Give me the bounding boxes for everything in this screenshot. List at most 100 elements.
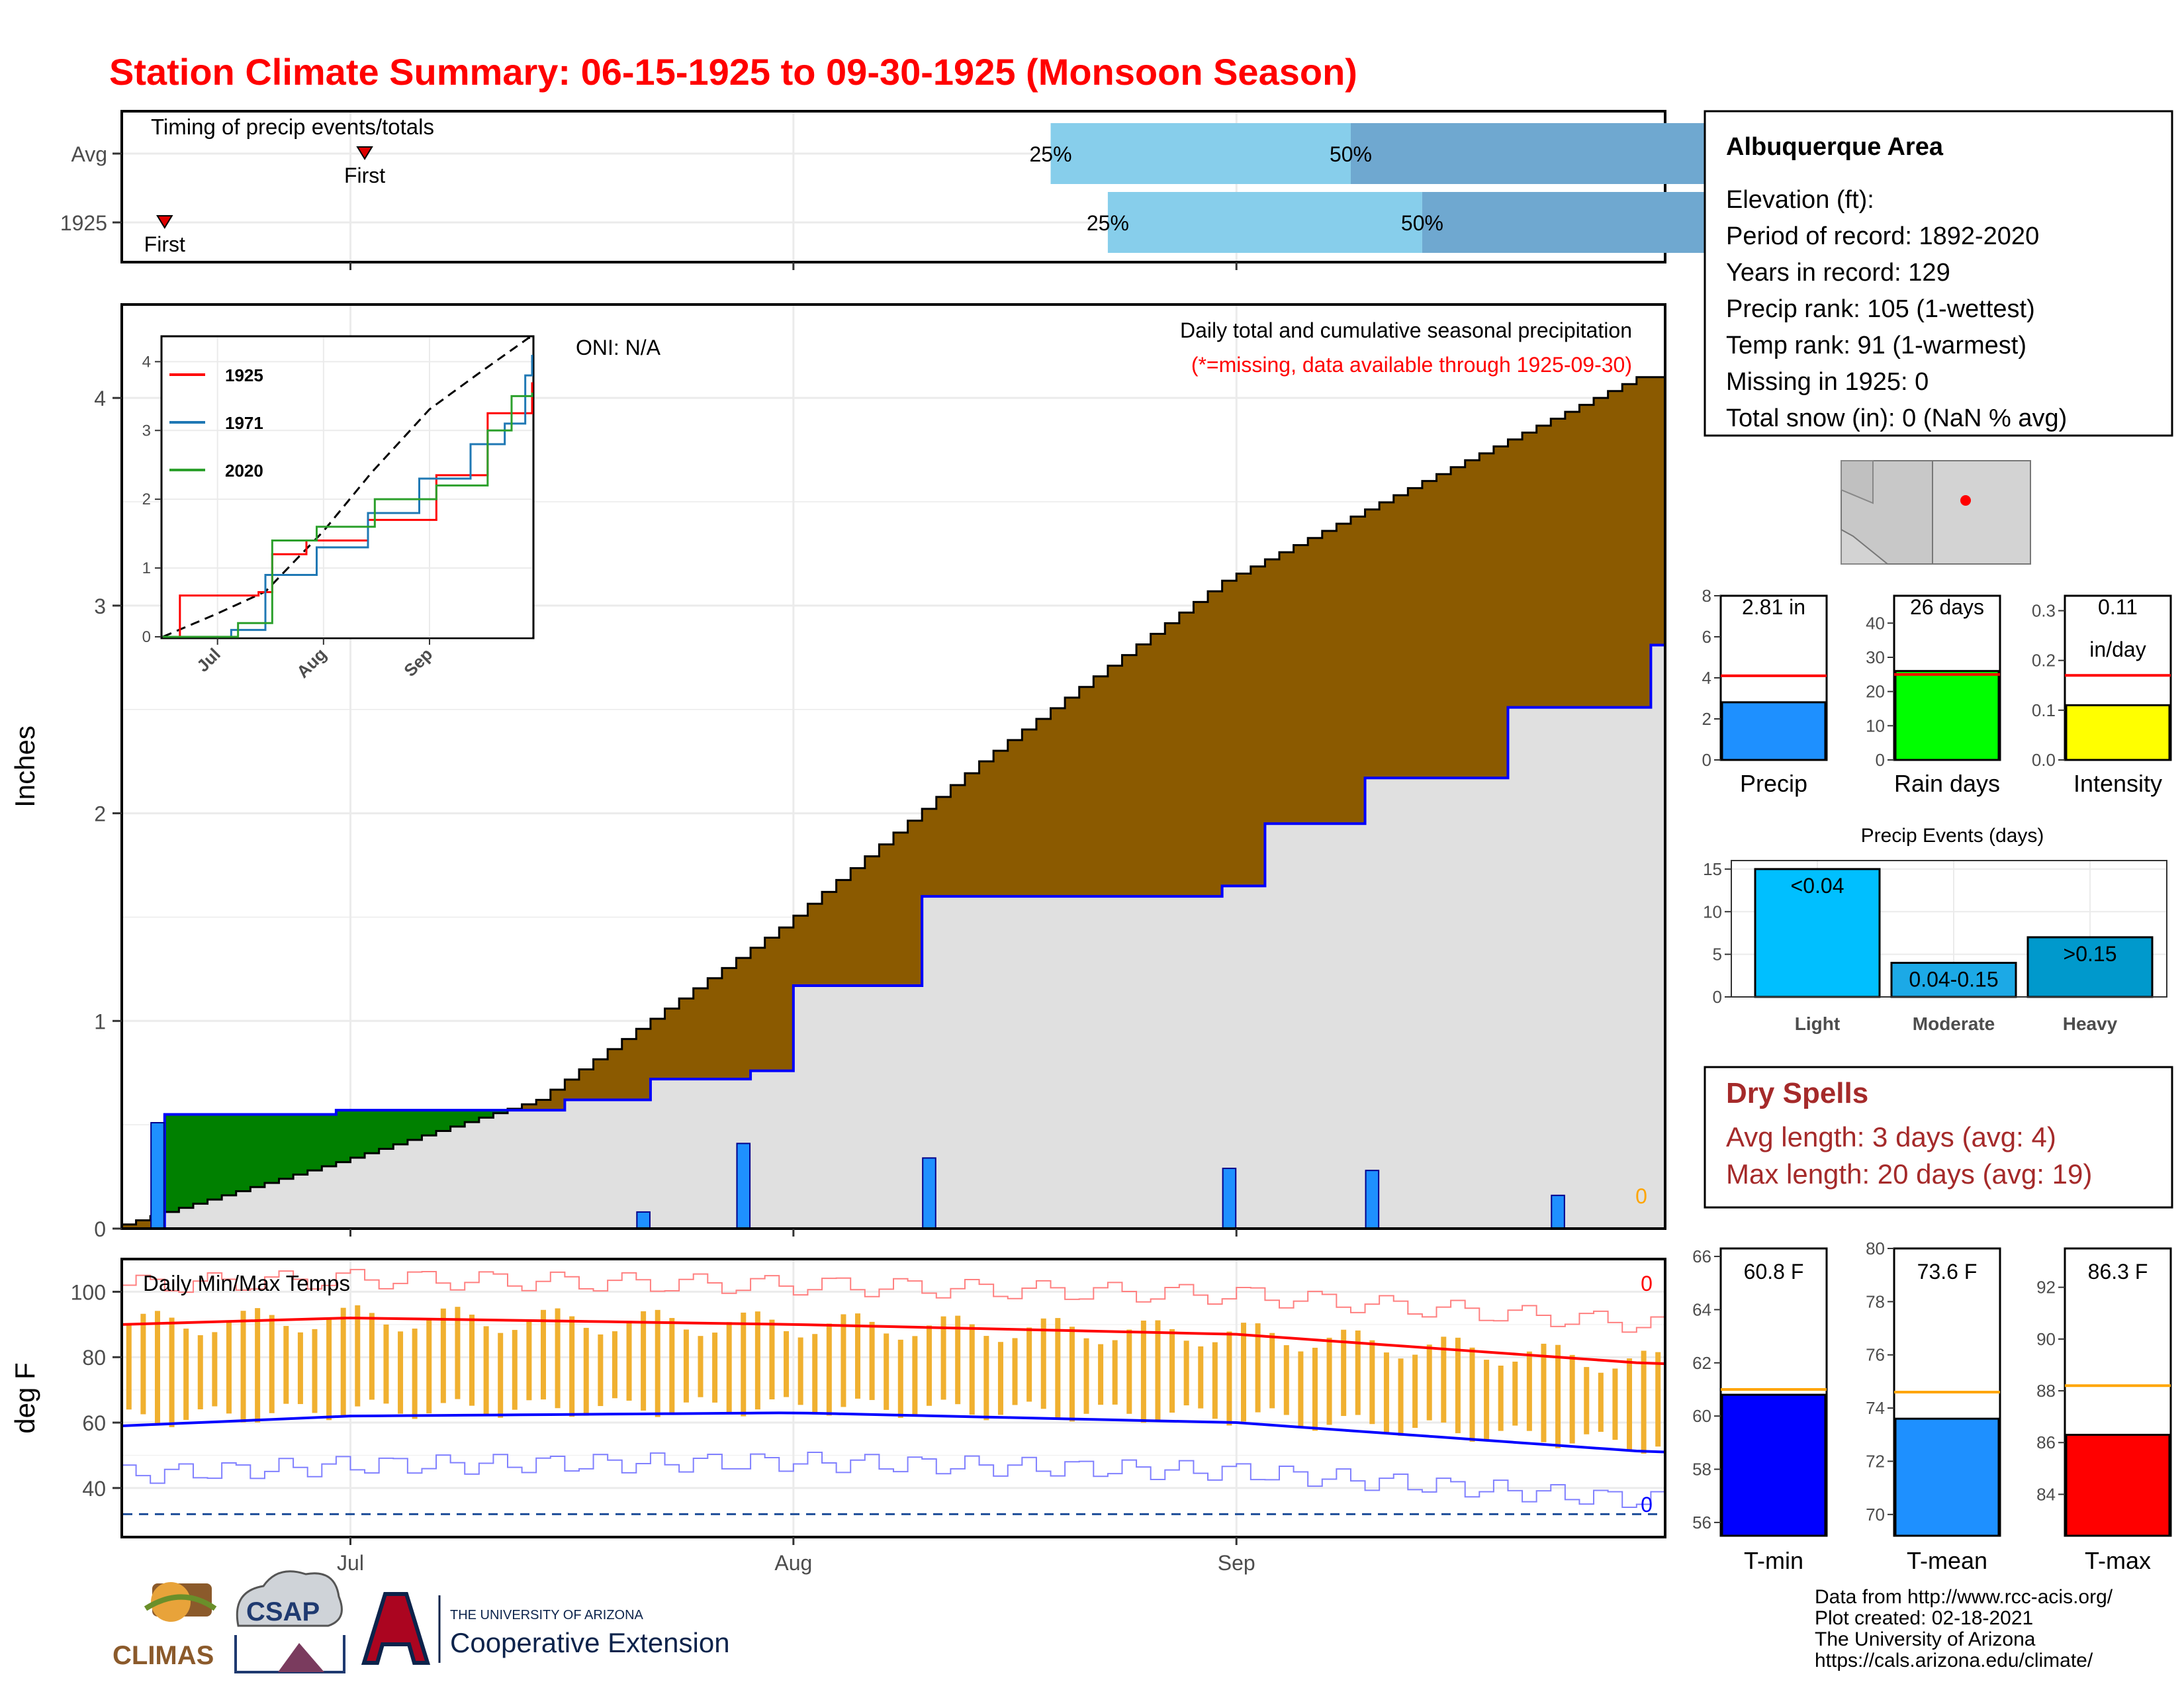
events-y-tick-label: 10 [1703, 902, 1722, 921]
mini-bar-y-tick-label: 30 [1866, 647, 1885, 667]
inset-y-tick-label: 1 [142, 559, 151, 577]
info-box-frame [1704, 110, 2173, 437]
daily-temp-bar [1069, 1327, 1075, 1422]
daily-temp-bar [784, 1331, 790, 1397]
daily-temp-bar [997, 1342, 1003, 1415]
daily-temp-bar [1541, 1343, 1547, 1442]
info-line-6: Total snow (in): 0 (NaN % avg) [1726, 404, 2067, 432]
timing-panel-label: Timing of precip events/totals [151, 115, 434, 139]
daily-temp-bar [469, 1314, 475, 1406]
climas-logo: CLIMAS [113, 1582, 217, 1670]
surplus-area-segment [379, 1110, 394, 1149]
daily-temp-bar [169, 1317, 175, 1427]
daily-temp-bar [1412, 1354, 1418, 1428]
csap-mountain-icon [278, 1643, 324, 1672]
temp-count-bottom: 0 [1641, 1493, 1653, 1517]
daily-precip-bar [736, 1143, 751, 1229]
temp-y-axis-label: deg F [9, 1362, 40, 1433]
daily-temp-bar [1198, 1346, 1204, 1409]
daily-temp-bar [212, 1332, 218, 1407]
events-y-tick-label: 15 [1703, 859, 1722, 879]
daily-temp-bar [669, 1318, 675, 1413]
daily-temp-bar [226, 1321, 232, 1414]
daily-temp-bar [398, 1331, 404, 1414]
observed-cumulative-line [122, 643, 1665, 1230]
daily-temp-bar [1441, 1336, 1447, 1423]
avg-tmax-line [121, 1316, 1666, 1366]
daily-temp-bar [1040, 1318, 1046, 1409]
dry-spells-max: Max length: 20 days (avg: 19) [1726, 1158, 2092, 1190]
page-title: Station Climate Summary: 06-15-1925 to 0… [109, 51, 1357, 93]
daily-temp-bar [1469, 1347, 1475, 1442]
temp-summary-value-label: 86.3 F [2088, 1260, 2148, 1284]
daily-temp-bar [1283, 1345, 1289, 1415]
daily-temp-bar [255, 1308, 261, 1423]
record-low-line [122, 1452, 1665, 1509]
events-category-label: Moderate [1913, 1013, 1995, 1034]
daily-temp-bar [754, 1311, 760, 1410]
csap-logo-text: CSAP [246, 1597, 320, 1626]
temp-summary-bar-2: 86.3 F 84 86 88 90 92 T-max [2036, 1247, 2172, 1574]
daily-temp-bar [1341, 1329, 1347, 1417]
daily-temp-bar [297, 1332, 303, 1405]
daily-temp-bar [712, 1333, 718, 1403]
daily-temp-bar [583, 1327, 589, 1416]
daily-temp-bar [797, 1337, 803, 1405]
daily-temp-bar [1026, 1327, 1032, 1402]
daily-temp-bar [612, 1331, 617, 1399]
temp-summary-y-tick-label: 80 [1866, 1239, 1885, 1258]
daily-temp-bar [1555, 1344, 1561, 1448]
daily-temp-bar [655, 1309, 660, 1417]
daily-temp-bar [897, 1339, 903, 1418]
surplus-area-segment [193, 1114, 208, 1204]
daily-temp-bar [940, 1316, 946, 1400]
info-line-3: Precip rank: 105 (1-wettest) [1726, 295, 2035, 323]
daily-temp-bar [1584, 1367, 1590, 1434]
climas-logo-swoosh [144, 1594, 217, 1611]
daily-temp-bar [340, 1307, 346, 1417]
daily-temp-bar [140, 1313, 146, 1415]
x-tick-label: Sep [1218, 1551, 1255, 1575]
daily-temp-bar [741, 1312, 747, 1417]
daily-temp-bar [1512, 1361, 1518, 1426]
timing-q50-label: 50% [1401, 211, 1443, 235]
daily-temp-bar [1569, 1354, 1575, 1444]
station-name: Albuquerque Area [1726, 133, 1944, 161]
timing-first-label: First [344, 164, 385, 187]
daily-temp-bar [312, 1329, 318, 1413]
x-tick-label: Jul [337, 1551, 364, 1575]
events-bar [1754, 868, 1881, 998]
precip-y-axis-label: Inches [9, 726, 40, 808]
info-line-4: Temp rank: 91 (1-warmest) [1726, 332, 2026, 359]
daily-temp-bar [884, 1333, 889, 1410]
temp-summary-y-tick-label: 62 [1692, 1353, 1711, 1373]
daily-temp-bar [1312, 1348, 1318, 1431]
inset-frame [160, 335, 535, 639]
timing-row-label: 1925 [60, 211, 107, 235]
mini-bar-label: Precip [1740, 770, 1807, 797]
temp-summary-y-tick-label: 90 [2036, 1329, 2056, 1349]
daily-temp-bar [1169, 1329, 1175, 1413]
daily-temp-bar [1155, 1320, 1161, 1423]
missing-data-note: (*=missing, data available through 1925-… [1191, 353, 1632, 377]
x-tick-label: Aug [774, 1551, 812, 1575]
daily-temp-bar [383, 1324, 389, 1404]
temp-y-tick-label: 100 [71, 1280, 106, 1304]
daily-temp-bar [1455, 1337, 1461, 1434]
daily-temp-bar [183, 1329, 189, 1420]
daily-temp-bar [1183, 1340, 1189, 1406]
surplus-area-segment [236, 1114, 251, 1192]
inset-y-tick-label: 3 [142, 422, 151, 440]
mini-bar-y-tick-label: 20 [1866, 682, 1885, 702]
events-plot-frame [1731, 860, 2167, 998]
temp-summary-y-tick-label: 72 [1866, 1451, 1885, 1471]
daily-precip-bar [1222, 1168, 1237, 1229]
daily-temp-bar [855, 1313, 861, 1399]
temp-summary-y-tick-label: 76 [1866, 1345, 1885, 1365]
daily-temp-bar [455, 1307, 461, 1399]
daily-temp-bar [1140, 1320, 1146, 1423]
daily-temp-bar [269, 1315, 275, 1413]
inset-series-line-1971 [163, 354, 533, 638]
